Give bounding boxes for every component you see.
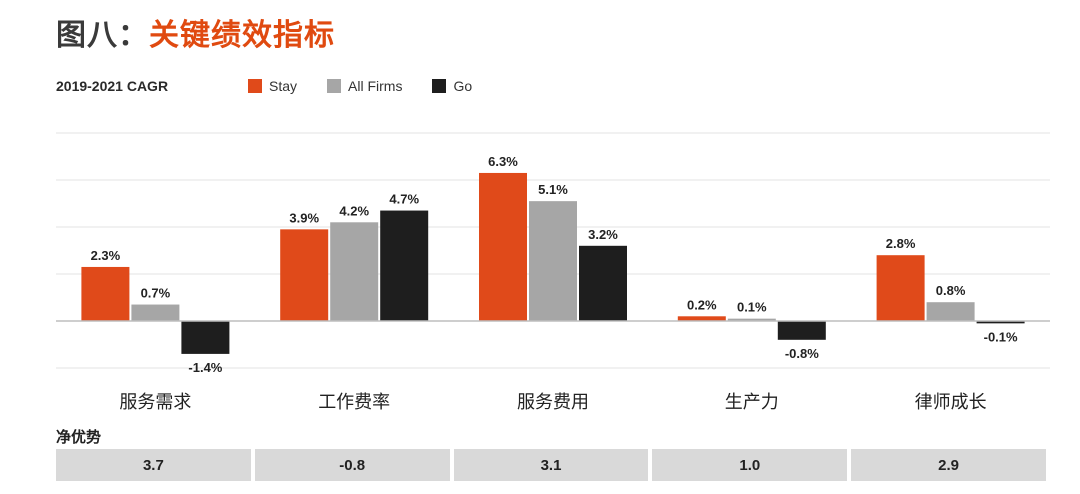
net-advantage-cell: 3.1 bbox=[453, 449, 649, 481]
bar-all-firms bbox=[926, 302, 975, 321]
data-label: 0.2% bbox=[687, 297, 717, 312]
bar-all-firms bbox=[330, 222, 379, 321]
data-label: 6.3% bbox=[488, 154, 518, 169]
legend-item-all-firms: All Firms bbox=[327, 78, 402, 94]
bar-go bbox=[380, 210, 429, 321]
title-main: 关键绩效指标 bbox=[149, 18, 335, 53]
category-label: 生产力 bbox=[725, 392, 779, 412]
bar-all-firms bbox=[131, 304, 180, 321]
net-advantage-row: 3.7 -0.8 3.1 1.0 2.9 bbox=[56, 449, 1050, 481]
bar-stay bbox=[876, 255, 925, 321]
data-label: 2.3% bbox=[91, 248, 121, 263]
net-advantage-cell: 1.0 bbox=[652, 449, 848, 481]
bar-stay bbox=[280, 229, 329, 321]
legend-swatch-go bbox=[432, 79, 447, 93]
data-label: 3.9% bbox=[289, 210, 319, 225]
data-label: 2.8% bbox=[886, 236, 916, 251]
category-label: 律师成长 bbox=[915, 392, 987, 412]
data-label: 0.1% bbox=[737, 300, 767, 315]
net-advantage-cell: 2.9 bbox=[851, 449, 1046, 481]
net-advantage-label: 净优势 bbox=[56, 428, 102, 446]
data-label: 3.2% bbox=[588, 227, 618, 242]
legend-label-all-firms: All Firms bbox=[348, 78, 403, 94]
bar-all-firms bbox=[727, 318, 776, 321]
chart-subtitle: 2019-2021 CAGR bbox=[56, 78, 169, 94]
data-label: -0.1% bbox=[984, 329, 1018, 344]
category-label: 服务需求 bbox=[119, 392, 191, 412]
legend-swatch-stay bbox=[248, 79, 262, 93]
page-title: 图八：关键绩效指标 bbox=[56, 14, 335, 58]
data-label: -0.8% bbox=[785, 346, 819, 361]
category-label: 服务费用 bbox=[517, 392, 589, 412]
title-prefix: 图八： bbox=[56, 18, 149, 53]
bar-go bbox=[181, 321, 230, 354]
category-label: 工作费率 bbox=[318, 392, 390, 412]
net-advantage-cell: 3.7 bbox=[56, 449, 251, 481]
bar-chart: 2.3% 0.7% -1.4% 服务需求 3.9% 4.2% 4.7% 工作费率 6.3% 5.1… bbox=[56, 132, 1050, 412]
bar-stay bbox=[81, 266, 130, 321]
legend-swatch-all-firms bbox=[327, 79, 342, 93]
net-advantage-cell: -0.8 bbox=[254, 449, 450, 481]
data-label: 0.8% bbox=[936, 283, 966, 298]
data-label: -1.4% bbox=[188, 360, 222, 375]
legend-label-stay: Stay bbox=[269, 78, 298, 94]
data-label: 5.1% bbox=[538, 182, 568, 197]
chart-legend: Stay All Firms Go bbox=[248, 78, 502, 94]
bar-stay bbox=[479, 172, 527, 321]
legend-label-go: Go bbox=[453, 78, 473, 94]
legend-item-stay: Stay bbox=[248, 78, 297, 94]
legend-item-go: Go bbox=[432, 78, 472, 94]
bar-all-firms bbox=[529, 201, 577, 321]
bar-go bbox=[777, 321, 826, 340]
bar-go bbox=[976, 321, 1025, 324]
data-label: 4.7% bbox=[389, 192, 419, 207]
bar-stay bbox=[677, 316, 726, 321]
bar-go bbox=[579, 245, 627, 321]
data-label: 4.2% bbox=[339, 203, 369, 218]
data-label: 0.7% bbox=[141, 286, 171, 301]
